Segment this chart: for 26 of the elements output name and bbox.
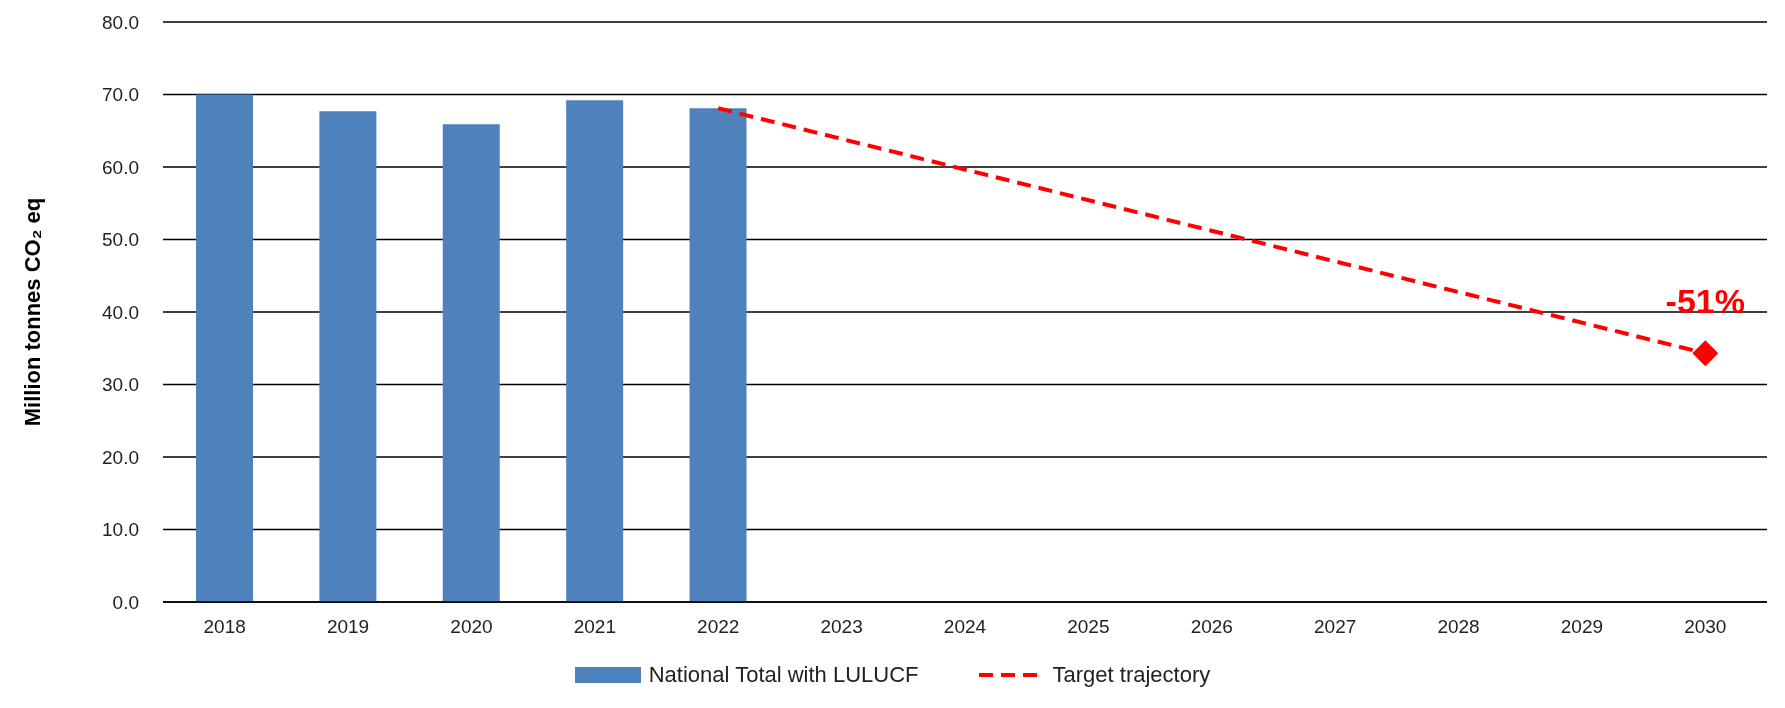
x-tick-label: 2030: [1684, 616, 1727, 638]
x-tick-label: 2024: [943, 616, 987, 638]
y-tick-label: 40.0: [102, 301, 139, 323]
x-tick-label: 2018: [203, 616, 246, 638]
legend-label: National Total with LULUCF: [648, 662, 919, 688]
x-tick-label: 2023: [820, 616, 863, 638]
y-tick-label: 10.0: [102, 519, 139, 541]
x-tick-label: 2028: [1437, 616, 1480, 638]
y-tick-label: 20.0: [102, 446, 139, 468]
x-tick-label: 2029: [1560, 616, 1604, 638]
y-tick-label: 0.0: [112, 591, 139, 613]
x-tick-label: 2026: [1190, 616, 1233, 638]
annotation: -51%: [1665, 282, 1745, 321]
x-tick-label: 2019: [326, 616, 370, 638]
x-tick-label: 2027: [1314, 616, 1357, 638]
y-tick-label: 80.0: [102, 11, 139, 33]
x-tick-label: 2021: [573, 616, 616, 638]
y-tick-label: 50.0: [102, 229, 139, 251]
y-tick-label: 70.0: [102, 84, 139, 106]
x-tick-label: 2025: [1067, 616, 1110, 638]
y-tick-label: 60.0: [102, 156, 139, 178]
x-tick-label: 2020: [450, 616, 493, 638]
y-tick-label: 30.0: [102, 374, 139, 396]
legend-label: Target trajectory: [1052, 662, 1211, 688]
x-tick-label: 2022: [697, 616, 740, 638]
y-axis-title: Million tonnes CO₂ eq: [20, 197, 45, 427]
